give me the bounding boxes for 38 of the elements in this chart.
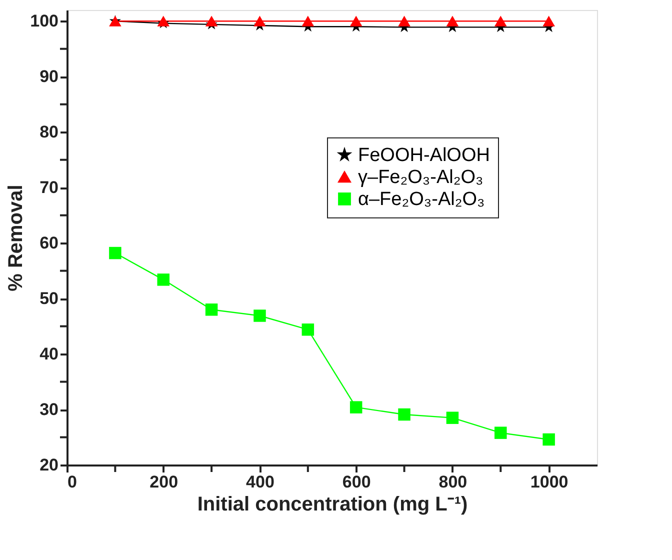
y-tick-label: 100 xyxy=(30,12,58,31)
y-tick-label: 80 xyxy=(40,122,58,142)
y-tick-label: 40 xyxy=(40,344,58,364)
legend-label: FeOOH-AlOOH xyxy=(358,144,490,166)
x-axis-title: Initial concentration (mg L⁻¹) xyxy=(197,494,468,516)
point xyxy=(157,274,170,286)
point xyxy=(205,16,218,26)
point xyxy=(302,16,314,26)
legend-label: α–Fe₂O₃-Al₂O₃ xyxy=(358,188,485,210)
point xyxy=(398,408,410,421)
y-tick-label: 70 xyxy=(40,178,58,198)
y-tick-label: 30 xyxy=(40,400,58,420)
x-tick-label: 200 xyxy=(150,472,178,492)
point xyxy=(350,401,362,414)
x-tick-label: 0 xyxy=(68,472,77,492)
point xyxy=(542,16,555,26)
point xyxy=(494,426,507,439)
x-tick-label: 400 xyxy=(246,472,274,492)
point xyxy=(254,16,266,26)
y-tick-label: 20 xyxy=(40,456,58,474)
x-tick-label: 600 xyxy=(342,472,371,492)
point xyxy=(446,16,459,26)
x-tick-label: 800 xyxy=(438,472,468,492)
point xyxy=(494,16,507,26)
point xyxy=(542,433,555,446)
point xyxy=(302,323,314,336)
legend-label: γ–Fe₂O₃-Al₂O₃ xyxy=(358,166,484,188)
point xyxy=(109,246,122,260)
point xyxy=(446,412,459,424)
point xyxy=(254,310,266,322)
point xyxy=(205,304,218,316)
x-tick-label: 1000 xyxy=(530,472,568,492)
y-tick-label: 50 xyxy=(40,289,58,308)
y-axis-title: % Removal xyxy=(5,184,28,292)
y-tick-label: 90 xyxy=(40,67,58,86)
y-tick-label: 60 xyxy=(40,234,58,253)
point xyxy=(398,16,410,26)
point xyxy=(350,16,362,26)
